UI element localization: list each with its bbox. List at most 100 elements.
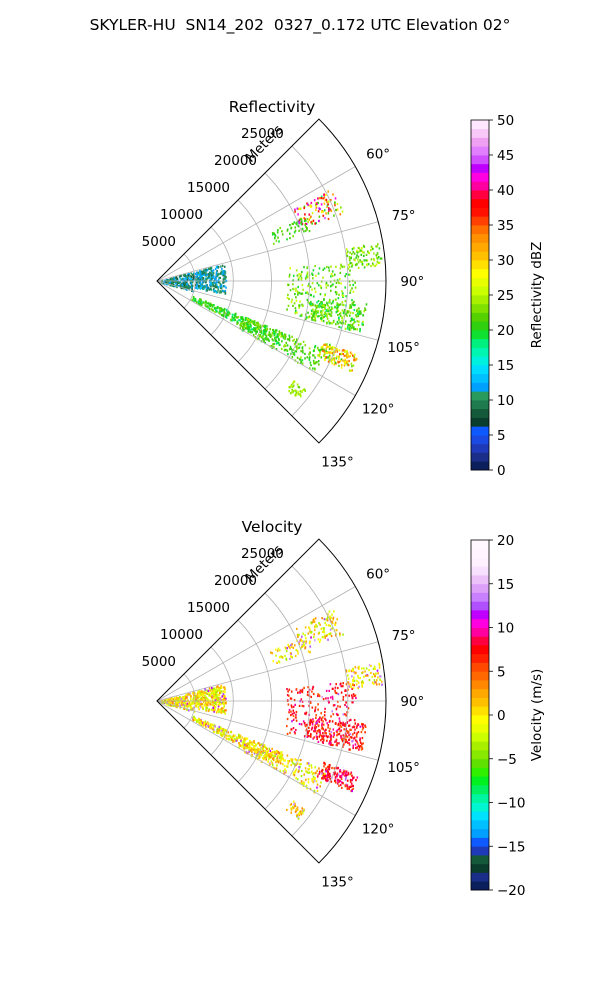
echo-pixel: [318, 267, 321, 270]
echo-pixel: [353, 308, 356, 312]
echo-pixel: [191, 288, 193, 291]
echo-pixel: [325, 309, 328, 312]
echo-pixel: [300, 775, 303, 778]
echo-pixel: [171, 281, 173, 285]
echo-pixel: [301, 227, 304, 230]
echo-pixel: [321, 314, 324, 317]
echo-pixel: [290, 384, 292, 387]
echo-pixel: [301, 313, 303, 316]
echo-pixel: [195, 278, 197, 281]
colorbar-segment: [471, 610, 489, 620]
echo-pixel: [330, 306, 333, 309]
echo-pixel: [198, 285, 201, 288]
echo-pixel: [207, 699, 209, 702]
echo-pixel: [232, 734, 235, 737]
echo-pixel: [253, 749, 256, 752]
echo-pixel: [306, 316, 308, 319]
echo-pixel: [298, 291, 301, 295]
echo-pixel: [305, 640, 307, 643]
echo-pixel: [336, 734, 338, 737]
echo-pixel: [290, 301, 293, 304]
echo-pixel: [314, 772, 317, 775]
echo-pixel: [214, 691, 216, 694]
echo-pixel: [351, 265, 353, 268]
echo-pixel: [294, 293, 296, 296]
echo-pixel: [336, 618, 338, 621]
echo-pixel: [292, 762, 294, 765]
echo-pixel: [316, 305, 319, 308]
colorbar-label: Reflectivity dBZ: [529, 242, 545, 349]
echo-pixel: [215, 308, 217, 311]
echo-pixel: [358, 307, 360, 310]
echo-pixel: [279, 649, 281, 652]
echo-pixel: [270, 751, 272, 754]
echo-pixel: [320, 195, 323, 198]
echo-pixel: [295, 759, 298, 762]
echo-pixel: [349, 369, 352, 372]
echo-pixel: [292, 274, 295, 277]
echo-pixel: [330, 275, 332, 278]
echo-pixel: [349, 284, 351, 287]
echo-pixel: [312, 619, 315, 622]
echo-pixel: [201, 702, 203, 706]
echo-pixel: [326, 736, 329, 739]
echo-pixel: [287, 762, 289, 765]
echo-pixel: [169, 278, 172, 281]
echo-pixel: [335, 281, 338, 285]
echo-pixel: [330, 265, 332, 268]
echo-pixel: [347, 681, 349, 684]
echo-pixel: [281, 230, 283, 233]
echo-pixel: [304, 712, 306, 715]
colorbar-segment: [471, 216, 489, 226]
echo-pixel: [259, 334, 262, 337]
echo-pixel: [304, 223, 306, 227]
echo-pixel: [314, 344, 317, 348]
echo-pixel: [205, 722, 207, 725]
echo-pixel: [321, 737, 323, 740]
echo-pixel: [247, 746, 249, 749]
echo-pixel: [267, 760, 269, 763]
echo-pixel: [318, 694, 321, 698]
echo-pixel: [320, 314, 322, 317]
echo-pixel: [250, 743, 253, 746]
echo-pixel: [356, 328, 359, 331]
echo-pixel: [320, 310, 322, 313]
echo-pixel: [309, 361, 312, 364]
echo-pixel: [287, 293, 289, 296]
echo-pixel: [312, 720, 315, 723]
echo-pixel: [210, 724, 212, 727]
echo-pixel: [215, 703, 218, 706]
echo-pixel: [341, 317, 343, 320]
echo-pixel: [311, 273, 314, 276]
echo-pixel: [193, 710, 196, 713]
echo-pixel: [254, 327, 256, 330]
colorbar-tick-label: 15: [497, 358, 514, 374]
echo-pixel: [380, 257, 383, 260]
echo-pixel: [342, 685, 344, 688]
echo-pixel: [314, 726, 317, 730]
echo-pixel: [271, 762, 274, 765]
echo-pixel: [328, 309, 330, 312]
echo-pixel: [191, 284, 194, 287]
echo-pixel: [199, 303, 201, 306]
echo-pixel: [365, 667, 368, 670]
echo-pixel: [377, 261, 380, 264]
echo-pixel: [215, 307, 217, 310]
echo-pixel: [312, 308, 314, 311]
echo-pixel: [345, 354, 347, 357]
echo-pixel: [345, 738, 347, 741]
echo-pixel: [290, 714, 292, 717]
echo-pixel: [299, 207, 302, 210]
echo-pixel: [184, 695, 186, 698]
echo-pixel: [298, 218, 301, 222]
echo-pixel: [322, 348, 325, 351]
echo-pixel: [340, 734, 342, 738]
echo-pixel: [191, 299, 194, 302]
echo-pixel: [262, 324, 264, 328]
echo-pixel: [263, 329, 265, 332]
echo-pixel: [343, 304, 345, 307]
echo-pixel: [342, 782, 344, 785]
echo-pixel: [277, 229, 279, 232]
echo-pixel: [328, 701, 330, 704]
echo-pixel: [320, 301, 322, 304]
